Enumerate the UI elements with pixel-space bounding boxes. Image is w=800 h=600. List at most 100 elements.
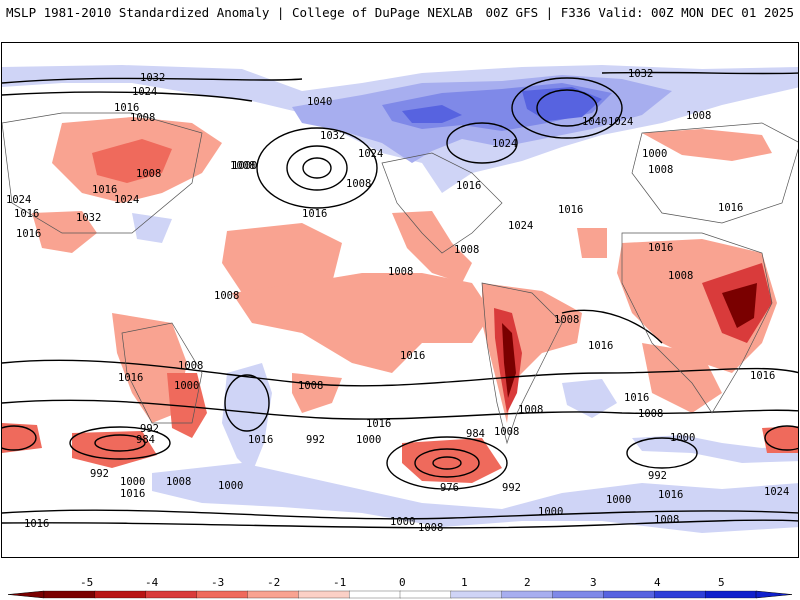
isobar-label: 1032 <box>320 130 345 142</box>
isobar-label: 1000 <box>606 494 631 506</box>
isobar-label: 992 <box>502 482 521 494</box>
isobar-label: 1016 <box>648 242 673 254</box>
isobar-label: 1024 <box>764 486 789 498</box>
isobar-label: 1000 <box>670 432 695 444</box>
isobar-label: 1016 <box>92 184 117 196</box>
isobar-label: 1008 <box>130 112 155 124</box>
isobar-label: 1008 <box>668 270 693 282</box>
isobar-label: 1024 <box>492 138 517 150</box>
colorbar-tick-label: -3 <box>211 576 224 589</box>
isobar-label: 1016 <box>718 202 743 214</box>
map-canvas: 1032 1024 1016 1008 1040 1032 1024 1032 … <box>2 65 798 534</box>
isobar-label: 1008 <box>454 244 479 256</box>
isobar-label: 1008 <box>518 404 543 416</box>
isobar-label: 1000 <box>642 148 667 160</box>
isobar-label: 1016 <box>248 434 273 446</box>
colorbar-tick-label: -2 <box>267 576 280 589</box>
colorbar-arrow-right <box>755 590 793 599</box>
colorbar-swatch <box>399 590 452 599</box>
isobar-label: 1040 <box>307 96 332 108</box>
colorbar-swatch <box>501 590 554 599</box>
isobar-label: 1024 <box>508 220 533 232</box>
negative-anomaly-shading <box>2 117 798 483</box>
isobar-label: 992 <box>90 468 109 480</box>
isobar-label: 1024 <box>6 194 31 206</box>
isobar-label: 992 <box>648 470 667 482</box>
model-run-info: 00Z GFS | F336 Valid: 00Z MON DEC 01 202… <box>485 5 794 20</box>
isobar-label: 1008 <box>178 360 203 372</box>
isobar-label: 992 <box>306 434 325 446</box>
isobar-label: 1008 <box>136 168 161 180</box>
isobar-label: 1032 <box>76 212 101 224</box>
map-title: MSLP 1981-2010 Standardized Anomaly | Co… <box>6 5 473 20</box>
isobar-label: 1008 <box>654 514 679 526</box>
colorbar-tick-label: -1 <box>333 576 346 589</box>
isobar-label: 1000 <box>356 434 381 446</box>
isobar-label: 1000 <box>120 476 145 488</box>
isobar-label: 1000 <box>390 516 415 528</box>
colorbar-swatch <box>552 590 605 599</box>
isobar-label: 1008 <box>418 522 443 534</box>
colorbar-swatch <box>247 590 299 599</box>
colorbar-arrow-left <box>7 590 45 599</box>
isobar-label: 992 <box>140 423 159 435</box>
isobar-label: 1024 <box>608 116 633 128</box>
colorbar-swatch <box>94 590 147 599</box>
isobar-label: 1000 <box>174 380 199 392</box>
isobar-label: 984 <box>466 428 485 440</box>
positive-anomaly-shading <box>2 65 798 533</box>
isobar-label: 1016 <box>24 518 49 530</box>
isobar-label: 1016 <box>558 204 583 216</box>
isobar-label: 1016 <box>14 208 39 220</box>
isobar-label: 1032 <box>628 68 653 80</box>
colorbar-swatch <box>43 590 96 599</box>
colorbar-tick-label: 3 <box>590 576 597 589</box>
colorbar-swatch <box>603 590 655 599</box>
isobar-label: 984 <box>136 434 155 446</box>
isobar-label: 1016 <box>118 372 143 384</box>
colorbar-tick-label: -5 <box>80 576 93 589</box>
isobar-label: 1016 <box>114 102 139 114</box>
isobar-label: 1008 <box>554 314 579 326</box>
colorbar-tick-label: -4 <box>145 576 159 589</box>
isobar-label: 1008 <box>494 426 519 438</box>
colorbar-swatch <box>348 590 401 599</box>
isobar-label: 1016 <box>400 350 425 362</box>
isobar-label: 1016 <box>658 489 683 501</box>
isobar-label: 1016 <box>120 488 145 500</box>
isobar-label: 1016 <box>366 418 391 430</box>
isobar-label: 1008 <box>298 380 323 392</box>
isobar-label: 1008 <box>166 476 191 488</box>
colorbar-swatch <box>145 590 198 599</box>
colorbar-tick-label: 1 <box>461 576 468 589</box>
isobar-label: 1024 <box>114 194 139 206</box>
colorbar-tick-label: 5 <box>718 576 725 589</box>
isobar-label: 1008 <box>230 160 255 172</box>
colorbar-swatch <box>654 590 706 599</box>
isobar-label: 1008 <box>638 408 663 420</box>
anomaly-map: 1032 1024 1016 1008 1040 1032 1024 1032 … <box>1 42 799 558</box>
isobar-label: 1008 <box>346 178 371 190</box>
colorbar-tick-label: 4 <box>654 576 661 589</box>
isobar-labels: 1032 1024 1016 1008 1040 1032 1024 1032 … <box>6 68 789 534</box>
colorbar-swatches <box>7 590 793 599</box>
isobar-label: 976 <box>440 482 459 494</box>
isobar-label: 1040 <box>582 116 607 128</box>
isobar-label: 1008 <box>214 290 239 302</box>
isobar-label: 1024 <box>132 86 157 98</box>
anomaly-colorbar: -5 -4 -3 -2 -1 0 1 2 3 4 5 <box>7 576 793 599</box>
isobar-label: 1032 <box>140 72 165 84</box>
isobar-label: 1016 <box>456 180 481 192</box>
isobar-label: 1008 <box>648 164 673 176</box>
colorbar-swatch <box>450 590 503 599</box>
isobar-label: 1016 <box>302 208 327 220</box>
colorbar-tick-labels: -5 -4 -3 -2 -1 0 1 2 3 4 5 <box>80 576 725 589</box>
isobar-label: 1016 <box>588 340 613 352</box>
isobar-label: 1000 <box>538 506 563 518</box>
isobar-label: 1016 <box>16 228 41 240</box>
isobar-label: 1016 <box>624 392 649 404</box>
isobar-lines <box>2 71 798 529</box>
colorbar-swatch <box>704 590 757 599</box>
colorbar-swatch <box>196 590 249 599</box>
isobar-label: 1000 <box>218 480 243 492</box>
